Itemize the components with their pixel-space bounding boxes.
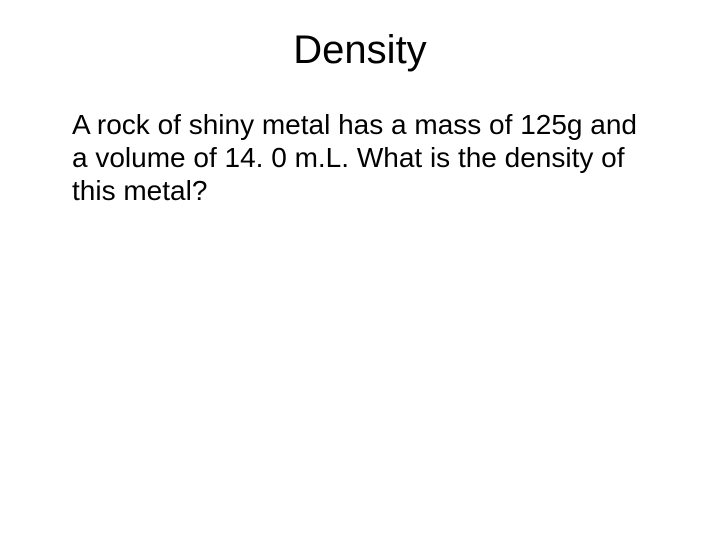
slide: Density A rock of shiny metal has a mass… [0,0,720,540]
slide-body: A rock of shiny metal has a mass of 125g… [72,108,648,207]
slide-title: Density [0,28,720,73]
